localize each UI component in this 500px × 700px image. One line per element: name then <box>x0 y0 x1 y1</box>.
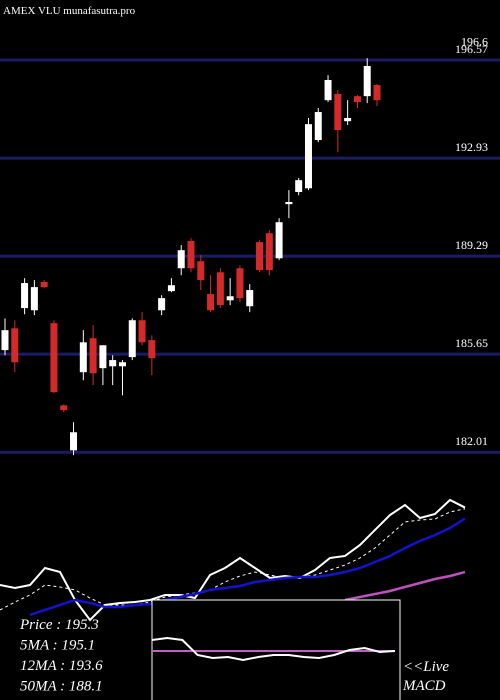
candle-body <box>363 65 371 97</box>
candle-body <box>236 268 244 299</box>
candle-body <box>167 285 175 292</box>
candle-body <box>187 241 195 269</box>
y-tick-label: 189.29 <box>455 238 488 252</box>
candle-body <box>295 180 303 193</box>
candle-body <box>344 117 352 122</box>
ma-line <box>0 508 466 611</box>
candle-body <box>118 362 126 367</box>
candle-body <box>197 261 205 281</box>
candle-body <box>285 201 293 205</box>
y-tick-label: 196.57 <box>455 42 488 56</box>
macd-label: MACD <box>402 678 446 694</box>
candle-body <box>40 281 48 288</box>
live-label: <<Live <box>403 659 449 675</box>
chart-title: AMEX VLU munafasutra.pro <box>3 5 136 17</box>
candle-body <box>353 96 361 103</box>
candle-body <box>226 296 234 301</box>
candle-body <box>275 222 283 259</box>
candle-body <box>89 338 97 374</box>
candle-body <box>60 405 68 411</box>
candle-body <box>246 290 254 307</box>
candle-body <box>265 233 273 271</box>
candle-body <box>207 294 215 311</box>
candle-body <box>1 330 9 351</box>
candle-body <box>177 250 185 269</box>
candle-body <box>324 79 332 101</box>
candle-body <box>216 272 224 306</box>
candle-body <box>256 242 264 271</box>
macd-line <box>151 636 396 662</box>
ma-line <box>29 517 466 617</box>
candle-body <box>70 432 78 451</box>
readout: 50MA : 188.1 <box>20 679 103 695</box>
high-label: 196.6 <box>461 34 488 48</box>
ma-line <box>344 570 466 602</box>
candle-body <box>148 340 156 359</box>
candle-body <box>314 112 322 141</box>
candle-body <box>11 328 19 363</box>
candle-body <box>138 320 146 343</box>
y-tick-label: 185.65 <box>455 336 488 350</box>
candle-body <box>79 342 87 373</box>
candle-body <box>373 85 381 101</box>
candle-body <box>109 360 117 367</box>
candle-body <box>128 320 136 358</box>
readout: 5MA : 195.1 <box>20 638 95 654</box>
readout: 12MA : 193.6 <box>20 658 103 674</box>
candle-body <box>50 323 58 393</box>
ma-line <box>0 498 466 622</box>
candle-body <box>99 345 107 369</box>
y-tick-label: 192.93 <box>455 140 488 154</box>
readout: Price : 195.3 <box>19 617 99 633</box>
candle-body <box>304 124 312 189</box>
candle-body <box>21 283 29 309</box>
candle-body <box>334 93 342 131</box>
candle-body <box>30 287 38 311</box>
y-tick-label: 182.01 <box>455 434 488 448</box>
candle-body <box>158 298 166 311</box>
